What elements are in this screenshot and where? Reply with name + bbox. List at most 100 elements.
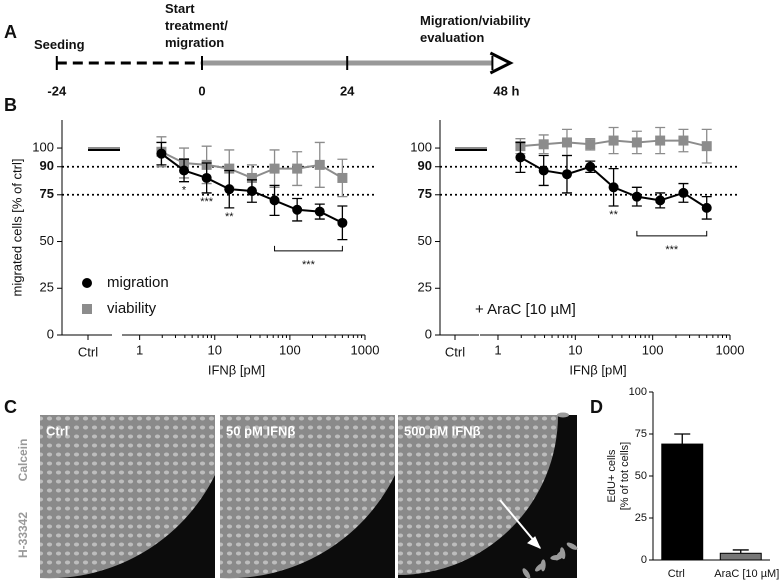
point [269, 195, 280, 206]
point [655, 135, 666, 146]
x-axis-title: IFNβ [pM] [569, 362, 626, 377]
point [701, 141, 712, 152]
timeline-tick-label: -24 [47, 83, 67, 98]
x-tick-label: 10 [208, 342, 222, 357]
point [337, 217, 348, 228]
timeline-tick-label: 0 [198, 83, 205, 98]
point [314, 159, 325, 170]
panel-label: C [4, 397, 17, 417]
y-tick-label: 50 [40, 233, 54, 248]
y-tick-label: 0 [425, 326, 432, 341]
y-tick-label: 100 [629, 386, 647, 398]
x-tick-label: 100 [642, 342, 664, 357]
bar [661, 443, 704, 561]
label: Migration/viability evaluation [420, 13, 531, 45]
x-tick-label: AraC [10 µM] [714, 568, 779, 580]
cell-layer [40, 415, 215, 579]
cell-layer [398, 415, 558, 575]
point [179, 165, 190, 176]
point [608, 135, 619, 146]
cell [557, 412, 569, 418]
x-tick-label: Ctrl [445, 344, 465, 359]
y-tick-label: 25 [635, 512, 647, 524]
arrow-head [527, 536, 541, 549]
point [655, 195, 666, 206]
y-tick-label: 90 [40, 158, 54, 173]
point [608, 182, 619, 193]
point [246, 172, 257, 183]
annotation: *** [200, 196, 214, 208]
legend-label: viability [107, 300, 157, 317]
bar [719, 552, 762, 561]
point [631, 191, 642, 202]
cell [522, 568, 531, 579]
point [561, 137, 572, 148]
cell-layer [220, 415, 395, 579]
x-tick-label: 100 [279, 342, 301, 357]
x-tick-label: Ctrl [78, 344, 98, 359]
annotation: *** [665, 244, 679, 256]
y-tick-label: 90 [418, 158, 432, 173]
point [678, 187, 689, 198]
panel-label: A [4, 22, 17, 42]
side-label: H-33342 [16, 512, 30, 558]
y-axis-title: migrated cells [% of ctrl] [9, 159, 24, 297]
x-tick-label: Ctrl [668, 568, 685, 580]
x-tick-label: 1 [136, 342, 143, 357]
point [561, 169, 572, 180]
y-tick-label: 0 [641, 554, 647, 566]
y-tick-label: 25 [418, 280, 432, 295]
legend-label: migration [107, 274, 169, 291]
y-tick-label: 25 [40, 280, 54, 295]
annotation: *** [302, 259, 316, 271]
y-axis-title: EdU+ cells [606, 449, 618, 502]
y-tick-label: 100 [32, 139, 54, 154]
x-tick-label: 1000 [716, 342, 745, 357]
point [678, 135, 689, 146]
point [585, 161, 596, 172]
y-tick-label: 0 [47, 326, 54, 341]
y-tick-label: 75 [635, 428, 647, 440]
bracket [274, 245, 343, 252]
point [246, 186, 257, 197]
bracket [636, 230, 708, 237]
point [631, 137, 642, 148]
point [337, 172, 348, 183]
cell [566, 542, 578, 550]
point [292, 204, 303, 215]
y-tick-label: 50 [418, 233, 432, 248]
y-tick-label: 50 [635, 470, 647, 482]
annotation: ** [609, 209, 618, 221]
y-tick-label: 100 [410, 139, 432, 154]
error-bar [674, 433, 691, 445]
panel-label: B [4, 95, 17, 115]
error-bar [732, 549, 749, 554]
point [515, 152, 526, 163]
note: + AraC [10 µM] [475, 301, 576, 318]
x-axis-title: IFNβ [pM] [208, 362, 265, 377]
point [538, 139, 549, 150]
cell [540, 559, 546, 572]
timeline-tick-label: 48 h [493, 83, 519, 98]
y-tick-label: 75 [418, 186, 432, 201]
point [269, 163, 280, 174]
point [156, 148, 167, 159]
point [538, 165, 549, 176]
point [224, 184, 235, 195]
annotation: * [182, 185, 187, 197]
point [201, 172, 212, 183]
legend-marker [82, 304, 92, 314]
image-label: 50 pM IFNβ [226, 423, 295, 438]
legend-marker [82, 278, 92, 288]
x-tick-label: 10 [568, 342, 582, 357]
label: Start treatment/migration [165, 1, 228, 50]
point [224, 163, 235, 174]
x-tick-label: 1 [494, 342, 501, 357]
panel-label: D [590, 397, 603, 417]
y-tick-label: 75 [40, 186, 54, 201]
point [701, 202, 712, 213]
x-tick-label: 1000 [351, 342, 380, 357]
annotation: ** [225, 211, 234, 223]
cell [560, 547, 566, 560]
